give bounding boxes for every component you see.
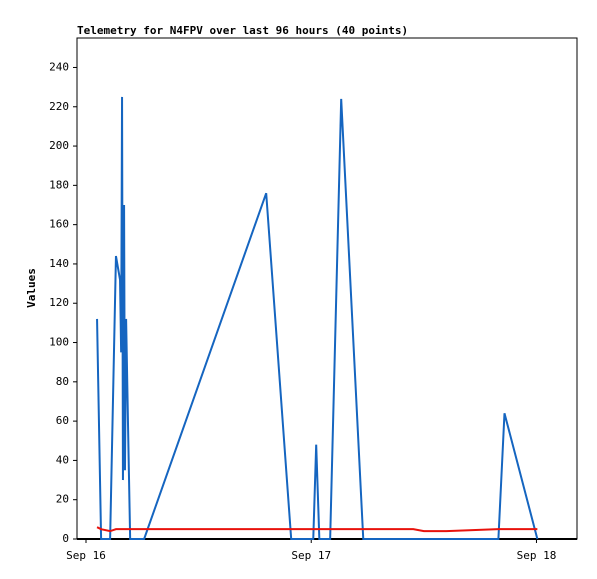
x-tick-label: Sep 16 (66, 549, 106, 562)
y-tick-label: 220 (49, 100, 69, 113)
y-tick-label: 200 (49, 139, 69, 152)
y-tick-label: 160 (49, 218, 69, 231)
chart-title: Telemetry for N4FPV over last 96 hours (… (77, 24, 408, 37)
y-tick-label: 240 (49, 60, 69, 73)
y-axis-label: Values (25, 268, 38, 308)
y-tick-label: 20 (56, 493, 69, 506)
x-tick-label: Sep 18 (517, 549, 557, 562)
x-tick-label: Sep 17 (291, 549, 331, 562)
y-tick-label: 140 (49, 257, 69, 270)
series-line (96, 96, 539, 540)
y-tick-label: 0 (62, 532, 69, 545)
series-line (96, 526, 538, 533)
y-tick-label: 40 (56, 453, 69, 466)
y-tick-label: 80 (56, 375, 69, 388)
y-tick-label: 180 (49, 178, 69, 191)
plot-frame (76, 37, 578, 540)
y-tick-label: 120 (49, 296, 69, 309)
y-tick-label: 100 (49, 336, 69, 349)
y-tick-label: 60 (56, 414, 69, 427)
